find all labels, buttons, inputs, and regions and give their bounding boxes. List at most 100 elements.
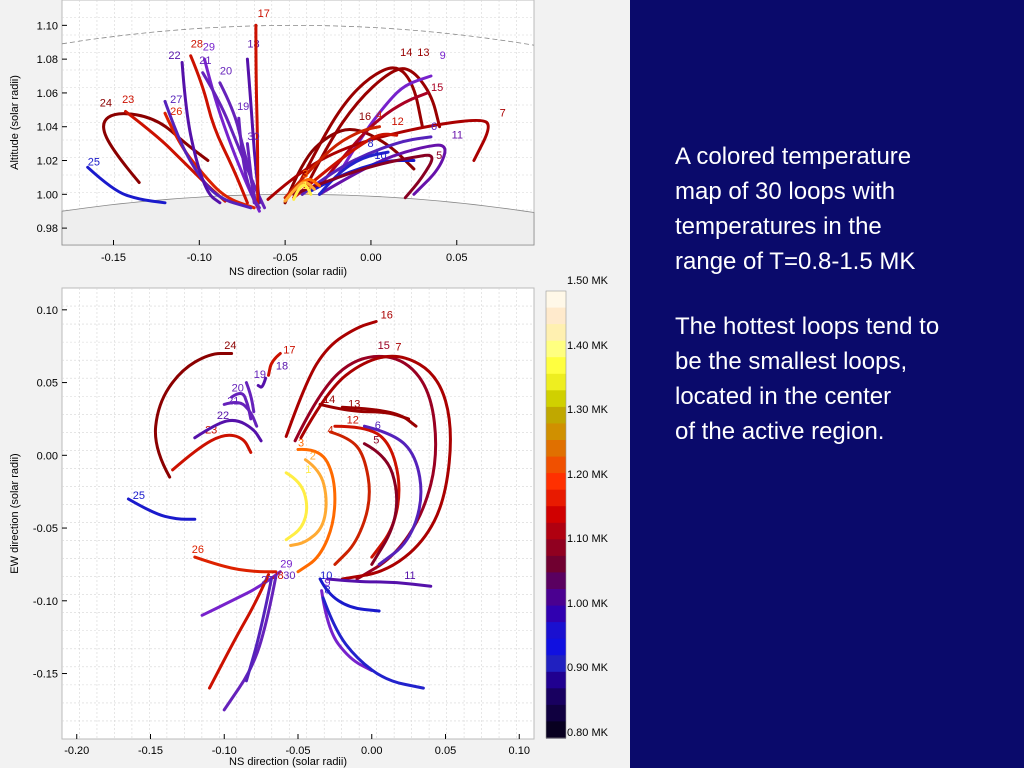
loop-label-13: 13	[417, 47, 429, 59]
loop-label-14: 14	[400, 47, 412, 59]
y-tick-label: 0.00	[37, 450, 58, 462]
colorbar-segment	[546, 704, 566, 723]
loop-23	[171, 433, 253, 472]
loop-26	[193, 555, 278, 574]
loop-2	[283, 181, 316, 203]
loop-label-12: 12	[392, 116, 404, 128]
loop-label-16: 16	[381, 310, 393, 322]
loop-label-29: 29	[280, 558, 292, 570]
loop-label-15: 15	[378, 340, 390, 352]
loop-6	[300, 135, 433, 196]
loop-17	[254, 23, 260, 208]
loop-label-21: 21	[199, 55, 211, 67]
loop-label-11: 11	[404, 570, 415, 582]
x-tick-label: 0.05	[446, 252, 467, 264]
loop-label-19: 19	[237, 101, 249, 113]
x-axis-title: NS direction (solar radii)	[229, 266, 347, 278]
loop-13	[300, 67, 442, 196]
colorbar-segment	[546, 489, 566, 507]
loop-2	[289, 458, 328, 547]
description-line: range of T=0.8-1.5 MK	[675, 248, 916, 275]
colorbar-tick-label: 1.40 MK	[567, 340, 609, 352]
loop-label-11: 11	[452, 130, 463, 142]
colorbar-segment	[546, 638, 566, 656]
y-tick-label: -0.10	[33, 596, 58, 608]
y-tick-label: 0.98	[37, 223, 58, 235]
loop-label-29: 29	[203, 42, 215, 54]
loop-27	[163, 99, 253, 210]
loop-label-24: 24	[224, 340, 236, 352]
loop-label-30: 30	[247, 131, 259, 143]
loop-label-27: 27	[170, 94, 182, 106]
y-tick-label: 1.02	[37, 156, 58, 168]
colorbar-segment	[546, 440, 566, 458]
loop-label-9: 9	[325, 577, 331, 589]
loop-5	[362, 442, 399, 566]
loop-22	[180, 61, 222, 205]
loop-label-9: 9	[440, 50, 446, 62]
loop-label-25: 25	[88, 157, 100, 169]
loop-label-1: 1	[305, 464, 311, 476]
loop-27	[244, 577, 273, 683]
loop-label-12: 12	[347, 414, 359, 426]
colorbar-tick-label: 1.10 MK	[567, 533, 609, 545]
y-tick-label: -0.05	[33, 523, 58, 535]
y-tick-label: 1.04	[37, 122, 58, 134]
x-tick-label: -0.20	[64, 745, 89, 757]
loop-label-20: 20	[220, 65, 232, 77]
loop-18	[256, 376, 268, 389]
loop-24	[153, 352, 234, 479]
description-line: The hottest loops tend to	[675, 313, 940, 340]
colorbar-segment	[546, 423, 566, 441]
loop-12	[292, 132, 399, 200]
loop-22	[193, 418, 263, 443]
x-tick-label: -0.15	[101, 252, 126, 264]
colorbar-segment	[546, 688, 566, 706]
colorbar-tick-label: 1.30 MK	[567, 404, 609, 416]
y-tick-label: 1.06	[37, 88, 58, 100]
loop-label-5: 5	[373, 435, 379, 447]
colorbar-segment	[546, 655, 566, 673]
colorbar-tick-label: 0.80 MK	[567, 727, 609, 739]
colorbar-segment	[546, 671, 566, 689]
loop-label-28: 28	[191, 38, 203, 50]
loop-28	[189, 54, 249, 205]
loop-20	[230, 391, 253, 421]
loop-4	[328, 430, 371, 566]
loop-label-10: 10	[320, 570, 332, 582]
colorbar-frame	[545, 290, 567, 739]
x-tick-label: -0.10	[187, 252, 212, 264]
loop-label-27: 27	[261, 574, 273, 586]
loop-7	[299, 354, 452, 581]
loop-16	[284, 320, 378, 438]
loop-25	[86, 165, 167, 205]
description-line: be the smallest loops,	[675, 348, 908, 375]
x-axis-title: NS direction (solar radii)	[229, 756, 347, 768]
loop-28	[208, 573, 270, 690]
x-tick-label: -0.05	[273, 252, 298, 264]
description-paragraph-1: A colored temperature map of 30 loops wi…	[675, 139, 1015, 279]
colorbar-segment	[546, 555, 566, 574]
y-axis-title: EW direction (solar radii)	[9, 453, 21, 573]
x-tick-label: -0.15	[138, 745, 163, 757]
colorbar-tick-label: 1.50 MK	[567, 275, 609, 287]
colorbar-segment	[546, 589, 566, 607]
y-tick-label: 1.08	[37, 54, 58, 66]
loop-6	[362, 424, 423, 566]
x-tick-label: 0.00	[361, 745, 382, 757]
y-tick-label: 0.05	[37, 378, 58, 390]
loop-1	[292, 183, 313, 201]
loop-label-20: 20	[232, 382, 244, 394]
description-line: located in the center	[675, 383, 892, 410]
loop-label-6: 6	[375, 420, 381, 432]
loop-label-23: 23	[122, 94, 134, 106]
loop-label-15: 15	[431, 82, 443, 94]
colorbar-segment	[546, 340, 566, 358]
description-line: map of 30 loops with	[675, 178, 896, 205]
colorbar-tick-label: 1.00 MK	[567, 598, 609, 610]
loop-label-7: 7	[500, 108, 506, 120]
colorbar-segment	[546, 390, 566, 408]
loop-1	[284, 471, 309, 542]
loop-label-22: 22	[168, 50, 180, 62]
loop-9	[320, 589, 374, 673]
